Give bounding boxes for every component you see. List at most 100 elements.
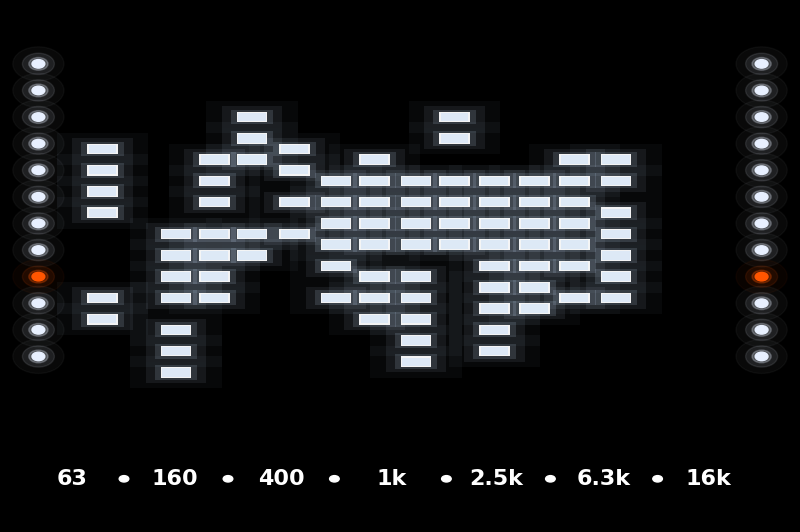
Bar: [361, 198, 388, 206]
Bar: [161, 293, 191, 303]
Bar: [489, 165, 580, 197]
Bar: [504, 192, 565, 213]
Bar: [344, 266, 405, 287]
Bar: [504, 170, 565, 192]
Bar: [359, 154, 390, 165]
Bar: [193, 227, 236, 242]
Bar: [601, 207, 631, 218]
Bar: [424, 106, 485, 128]
Bar: [553, 195, 596, 210]
Bar: [570, 239, 662, 271]
Circle shape: [29, 270, 48, 283]
Bar: [401, 239, 431, 250]
Bar: [481, 240, 508, 249]
Circle shape: [755, 60, 768, 68]
Circle shape: [746, 80, 778, 101]
Bar: [602, 272, 630, 281]
Bar: [162, 294, 190, 302]
Bar: [433, 110, 476, 124]
Bar: [193, 248, 236, 263]
Bar: [544, 170, 605, 192]
Bar: [561, 198, 588, 206]
Circle shape: [32, 193, 45, 201]
Bar: [504, 234, 565, 255]
Bar: [146, 319, 206, 340]
Bar: [206, 239, 298, 271]
Bar: [394, 173, 438, 188]
Bar: [89, 294, 116, 302]
Circle shape: [29, 297, 48, 310]
Bar: [306, 287, 366, 309]
Bar: [154, 290, 198, 305]
Bar: [249, 154, 340, 186]
Circle shape: [755, 219, 768, 228]
Bar: [513, 173, 556, 188]
Bar: [529, 144, 620, 176]
Bar: [464, 255, 525, 277]
Bar: [230, 248, 274, 263]
Bar: [353, 152, 396, 167]
Bar: [89, 145, 116, 153]
Bar: [401, 293, 431, 303]
Bar: [72, 181, 133, 202]
Bar: [481, 304, 508, 313]
Bar: [314, 290, 358, 305]
Circle shape: [32, 352, 45, 361]
Bar: [601, 271, 631, 282]
Bar: [237, 154, 267, 165]
Bar: [89, 166, 116, 174]
Bar: [199, 176, 230, 186]
Bar: [370, 261, 462, 293]
Circle shape: [32, 60, 45, 68]
Bar: [586, 149, 646, 170]
Bar: [386, 266, 446, 287]
Bar: [464, 319, 525, 340]
Bar: [353, 173, 396, 188]
Bar: [359, 271, 390, 282]
Circle shape: [29, 217, 48, 230]
Bar: [344, 213, 405, 234]
Bar: [281, 230, 308, 238]
Circle shape: [746, 133, 778, 154]
Bar: [57, 154, 148, 186]
Circle shape: [755, 113, 768, 121]
Bar: [281, 145, 308, 153]
Bar: [222, 106, 282, 128]
Circle shape: [755, 139, 768, 148]
Bar: [586, 202, 646, 223]
Circle shape: [29, 137, 48, 150]
Circle shape: [29, 84, 48, 97]
Text: 160: 160: [151, 469, 198, 489]
Bar: [279, 144, 310, 154]
Bar: [394, 354, 438, 369]
Bar: [489, 207, 580, 239]
Bar: [544, 213, 605, 234]
Bar: [184, 192, 245, 213]
Bar: [553, 216, 596, 231]
Bar: [81, 205, 124, 220]
Bar: [199, 229, 230, 239]
Bar: [237, 112, 267, 122]
Bar: [222, 223, 282, 245]
Bar: [290, 229, 382, 261]
Circle shape: [29, 111, 48, 123]
Bar: [449, 314, 540, 346]
Bar: [559, 218, 590, 229]
Bar: [479, 303, 510, 314]
Bar: [87, 207, 118, 218]
Circle shape: [330, 476, 339, 482]
Bar: [230, 131, 274, 146]
Bar: [238, 134, 266, 143]
Circle shape: [746, 213, 778, 234]
Bar: [206, 144, 298, 176]
Bar: [344, 170, 405, 192]
Bar: [322, 177, 350, 185]
Bar: [570, 261, 662, 293]
Bar: [184, 170, 245, 192]
Bar: [553, 237, 596, 252]
Bar: [559, 239, 590, 250]
Circle shape: [32, 326, 45, 334]
Bar: [193, 152, 236, 167]
Bar: [602, 251, 630, 260]
Bar: [322, 219, 350, 228]
